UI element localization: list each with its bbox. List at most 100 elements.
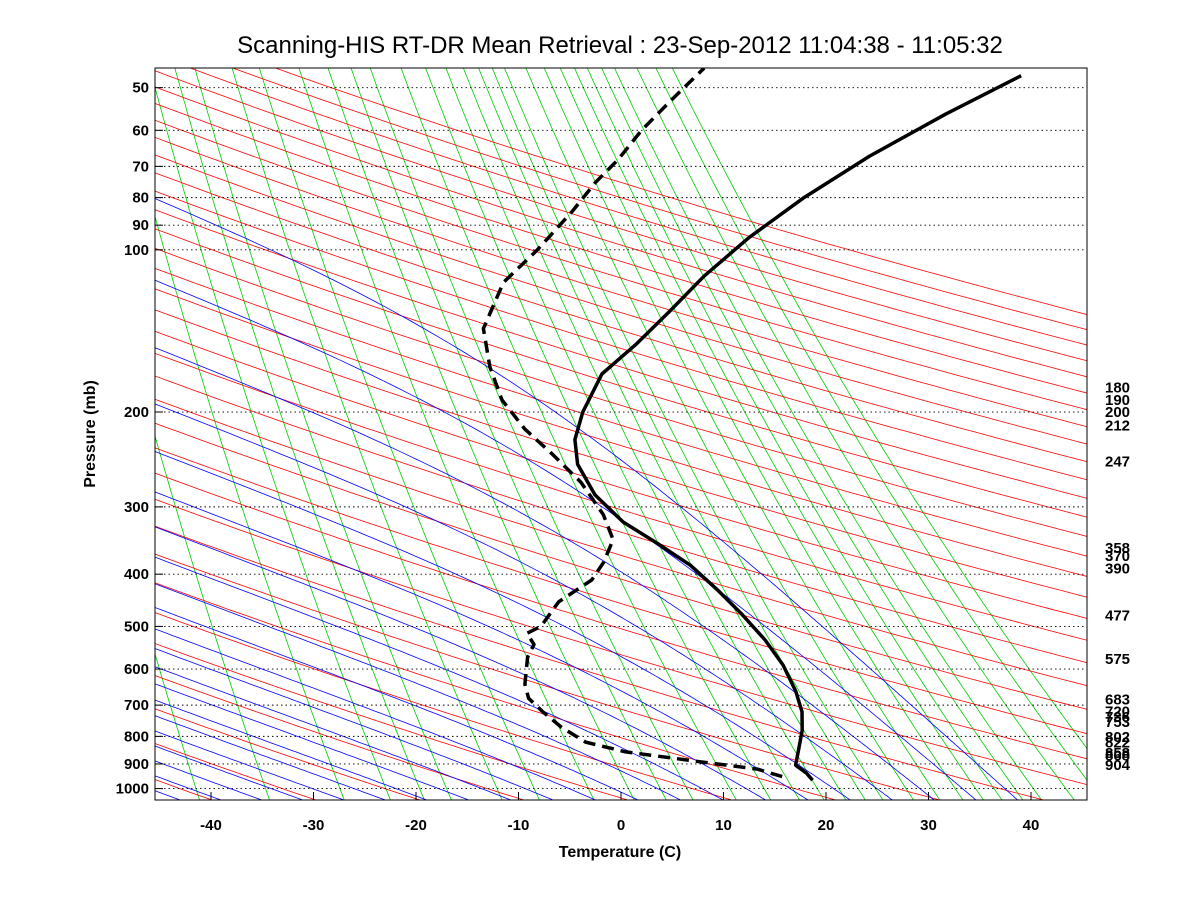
moist-adiabat-line	[155, 745, 304, 800]
background-lines	[155, 68, 1087, 800]
chart-title: Scanning-HIS RT-DR Mean Retrieval : 23-S…	[237, 32, 1003, 59]
dry-adiabat-line	[155, 330, 1087, 619]
right-annotation: 390	[1105, 560, 1130, 577]
dry-adiabat-line	[231, 68, 1087, 331]
moist-adiabat-line	[155, 347, 935, 800]
mixing-ratio-line	[231, 68, 503, 800]
x-tick-label: 10	[715, 817, 732, 834]
mixing-ratio-line	[327, 68, 635, 800]
dry-adiabat-line	[155, 447, 1087, 735]
right-annotation: 200	[1105, 404, 1130, 421]
right-annotation: 904	[1105, 757, 1131, 774]
mixing-ratio-line	[525, 68, 914, 800]
x-tick-label: -40	[200, 817, 222, 834]
right-annotation: 822	[1105, 735, 1130, 752]
sounding-profiles	[481, 68, 1022, 782]
x-tick-label: 20	[818, 817, 835, 834]
dry-adiabat-line	[155, 375, 1087, 664]
right-annotation: 212	[1105, 418, 1130, 435]
dry-adiabat-line	[155, 472, 1087, 760]
y-tick-label: 200	[124, 404, 149, 421]
y-tick-label: 90	[132, 217, 149, 234]
y-tick-label: 100	[124, 242, 149, 259]
right-annotation: 802	[1105, 729, 1130, 746]
moist-adiabat-line	[155, 760, 263, 800]
dry-adiabat-line	[155, 70, 1087, 362]
mixing-ratio-line	[636, 68, 1075, 800]
right-annotation: 477	[1105, 607, 1130, 624]
x-tick-label: 30	[920, 817, 937, 834]
mixing-ratio-line	[491, 68, 866, 800]
moist-adiabat-line	[155, 583, 682, 800]
mixing-ratio-line	[155, 85, 391, 800]
dry-adiabat-line	[189, 68, 1087, 346]
x-tick-label: -20	[405, 817, 427, 834]
right-annotation: 683	[1105, 691, 1130, 708]
mixing-ratio-line	[258, 68, 540, 800]
dry-adiabat-line	[155, 582, 838, 800]
dry-adiabat-line	[155, 228, 1087, 518]
y-tick-label: 50	[132, 80, 149, 97]
mixing-ratio-line	[194, 68, 452, 800]
dry-adiabat-line	[155, 498, 1087, 786]
mixing-ratio-line	[445, 68, 800, 800]
right-annotation: 190	[1105, 392, 1130, 409]
x-tick-label: 0	[617, 817, 625, 834]
moist-adiabat-line	[155, 699, 428, 800]
moist-adiabat-line	[155, 451, 851, 800]
dry-adiabat-line	[155, 86, 1087, 378]
x-tick-label: -10	[508, 817, 530, 834]
mixing-ratio-line	[671, 68, 1087, 750]
moist-adiabat-line	[155, 279, 977, 800]
x-tick-label: -30	[303, 817, 325, 834]
dry-adiabat-line	[155, 525, 1046, 800]
y-tick-label: 700	[124, 697, 149, 714]
moist-adiabat-line	[155, 730, 346, 800]
moist-adiabat-line	[155, 403, 893, 800]
dry-adiabat-line	[155, 643, 630, 800]
dry-adiabat-line	[155, 103, 1087, 394]
mixing-ratio-line	[425, 68, 772, 800]
mixing-ratio-line	[478, 68, 847, 800]
mixing-ratio-line	[400, 68, 737, 800]
dry-adiabat-line	[155, 136, 1087, 428]
mixing-ratio-line	[155, 652, 201, 800]
mixing-ratio-line	[504, 68, 884, 800]
mixing-ratio-line	[586, 68, 1003, 800]
dry-adiabat-line	[155, 247, 1087, 537]
mixing-ratio-line	[174, 68, 425, 800]
moist-adiabat-line	[155, 607, 639, 800]
right-annotation: 858	[1105, 745, 1130, 762]
y-tick-label: 400	[124, 566, 149, 583]
y-tick-label: 80	[132, 190, 149, 207]
dry-adiabat-line	[155, 288, 1087, 577]
right-annotation: 720	[1105, 704, 1130, 721]
moist-adiabat-line	[155, 648, 555, 800]
dry-adiabat-line	[155, 422, 1087, 710]
mixing-ratio-line	[155, 215, 345, 800]
moist-adiabat-line	[155, 683, 470, 800]
right-annotation: 736	[1105, 709, 1130, 726]
right-annotation: 575	[1105, 651, 1130, 668]
x-axis-label: Temperature (C)	[559, 844, 681, 861]
moist-adiabat-line	[155, 628, 597, 800]
y-tick-label: 60	[132, 122, 149, 139]
mixing-ratio-line	[369, 68, 694, 800]
mixing-ratio-line	[601, 68, 1024, 800]
dry-adiabat-line	[155, 172, 1087, 463]
temperature-profile-line	[573, 74, 1022, 782]
right-annotation: 868	[1105, 747, 1130, 764]
mixing-ratio-line	[155, 434, 270, 800]
mixing-ratio-line	[543, 68, 941, 800]
mixing-ratio-line	[655, 68, 1087, 781]
moist-adiabat-line	[155, 198, 1019, 800]
dry-adiabat-line	[155, 309, 1087, 598]
dry-adiabat-line	[155, 352, 1087, 641]
y-tick-label: 900	[124, 756, 149, 773]
y-tick-label: 600	[124, 661, 149, 678]
x-tick-label: 40	[1023, 817, 1040, 834]
dry-adiabat-line	[155, 190, 1087, 481]
y-tick-label: 800	[124, 728, 149, 745]
